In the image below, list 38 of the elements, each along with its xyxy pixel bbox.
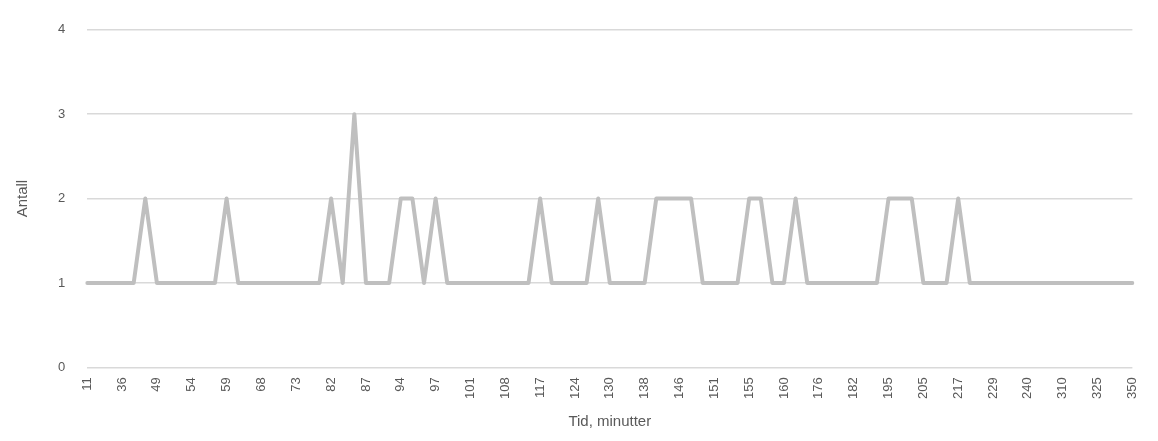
x-tick-label: 195 [880,377,896,400]
x-tick-label: 49 [148,377,164,392]
x-tick-label: 325 [1089,377,1105,400]
x-tick-label: 11 [78,377,94,391]
y-tick-label: 3 [58,105,66,121]
x-tick-label: 87 [357,377,373,392]
x-tick-label: 240 [1019,377,1035,400]
x-tick-label: 101 [462,377,478,400]
y-tick-label: 1 [58,274,66,290]
x-tick-label: 217 [949,377,965,400]
x-tick-label: 130 [601,377,617,400]
x-tick-label: 155 [740,377,756,400]
y-tick-label: 2 [58,190,66,206]
x-tick-label: 160 [775,377,791,400]
x-tick-label: 54 [183,377,199,392]
x-tick-label: 205 [914,377,930,400]
y-tick-label: 0 [58,358,66,374]
x-tick-label: 151 [705,377,721,400]
y-tick-label: 4 [58,21,66,37]
x-tick-label: 117 [531,377,547,399]
x-tick-label: 94 [392,377,408,392]
x-tick-label: 229 [984,377,1000,400]
x-axis-title: Tid, minutter [568,412,652,430]
x-tick-label: 124 [566,377,582,400]
x-tick-label: 108 [496,377,512,400]
x-tick-label: 350 [1123,377,1139,400]
x-tick-label: 138 [636,377,652,400]
x-tick-label: 176 [810,377,826,400]
x-tick-label: 146 [671,377,687,400]
x-tick-label: 36 [113,377,129,392]
x-tick-label: 68 [253,377,268,392]
y-axis-title: Antall [13,179,31,218]
x-tick-label: 310 [1054,377,1070,400]
x-tick-label: 73 [287,377,303,392]
x-tick-label: 59 [218,377,234,392]
x-tick-label: 182 [845,377,861,400]
x-tick-label: 97 [427,377,443,392]
x-tick-label: 82 [322,377,338,392]
